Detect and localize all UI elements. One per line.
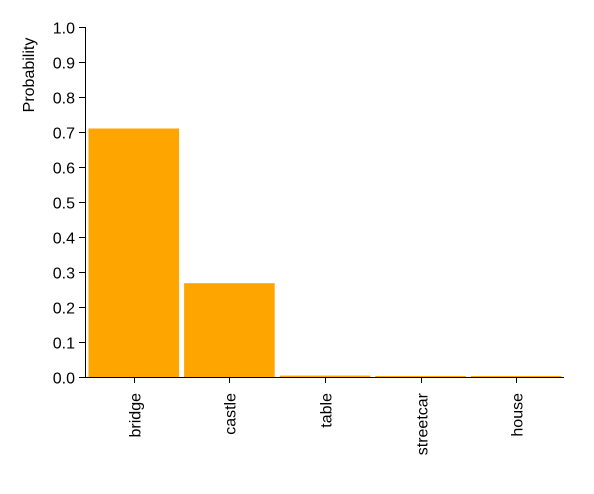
bar-house	[470, 376, 562, 377]
x-tick-label-bridge: bridge	[128, 393, 145, 438]
bars-group	[88, 128, 562, 377]
x-tick-label-streetcar: streetcar	[415, 392, 432, 455]
y-tick-label: 0.8	[53, 91, 75, 108]
y-axis-title: Probability	[21, 38, 38, 113]
bar-table	[279, 375, 371, 377]
x-axis: bridge castle table streetcar house	[85, 377, 564, 455]
y-tick-label: 0.5	[53, 196, 75, 213]
x-tick-label-table: table	[319, 393, 336, 428]
y-tick-label: 0.7	[53, 126, 75, 143]
y-tick-label: 0.3	[53, 266, 75, 283]
x-tick-label-castle: castle	[223, 393, 240, 435]
y-tick-label: 0.0	[53, 371, 75, 388]
x-tick-label-house: house	[510, 393, 527, 437]
y-tick-label: 0.1	[53, 336, 75, 353]
y-tick-label: 0.9	[53, 56, 75, 73]
y-tick-label: 1.0	[53, 21, 75, 38]
bar-castle	[184, 283, 275, 377]
bar-bridge	[88, 128, 180, 377]
bar-streetcar	[375, 376, 466, 377]
y-tick-label: 0.4	[53, 231, 75, 248]
y-axis: 0.0 0.1 0.2 0.3 0.4 0.5 0.6 0.7 0.8 0.9 1.0	[53, 21, 86, 388]
y-tick-label: 0.6	[53, 161, 75, 178]
y-tick-label: 0.2	[53, 301, 75, 318]
